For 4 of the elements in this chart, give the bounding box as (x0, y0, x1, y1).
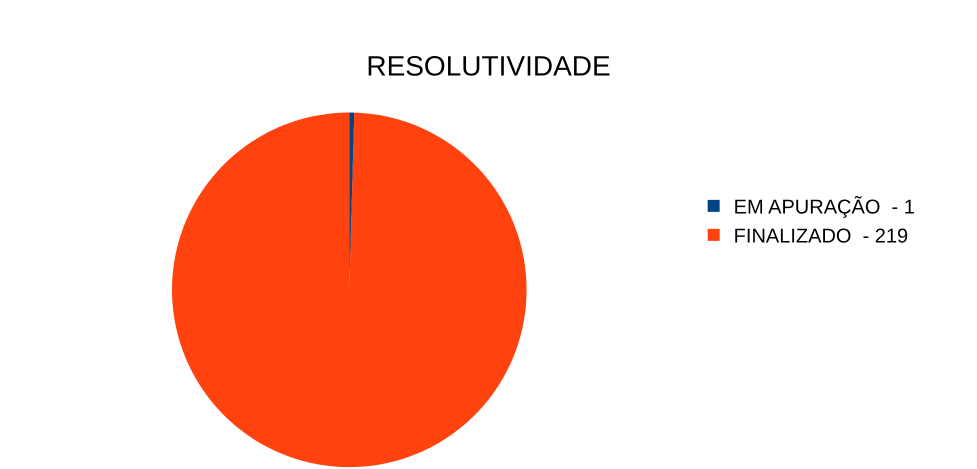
legend-label: FINALIZADO - 219 (734, 226, 908, 248)
chart-title: RESOLUTIVIDADE (366, 50, 611, 82)
legend-label: EM APURAÇÃO - 1 (734, 196, 915, 219)
pie-slice (172, 112, 527, 467)
